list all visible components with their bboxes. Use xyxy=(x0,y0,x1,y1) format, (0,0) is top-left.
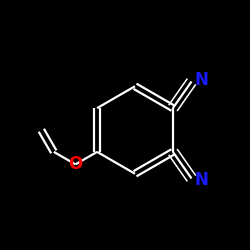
Text: N: N xyxy=(194,171,208,189)
Text: N: N xyxy=(194,71,208,89)
Text: O: O xyxy=(68,156,82,174)
